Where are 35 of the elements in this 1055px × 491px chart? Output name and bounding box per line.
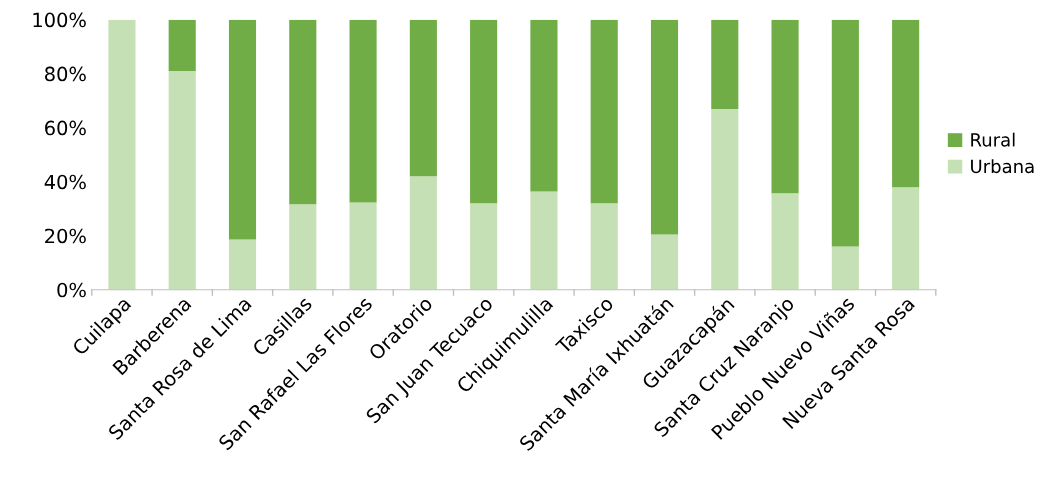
bar [228, 239, 257, 290]
bar [892, 19, 920, 188]
bar [711, 109, 739, 290]
legend-label: Rural [971, 132, 1015, 147]
y-tick-label: 0% [57, 282, 86, 298]
y-tick-label: 80% [45, 66, 86, 82]
bar [108, 19, 136, 290]
bar [409, 19, 437, 177]
bar [590, 203, 618, 290]
bar [650, 19, 679, 235]
y-tick-label: 60% [45, 120, 86, 136]
bar [168, 70, 196, 290]
legend-label: Urbana [971, 159, 1034, 174]
bar [650, 234, 679, 290]
y-tick-label: 100% [33, 12, 86, 28]
y-tick-label: 20% [45, 228, 86, 244]
bar [289, 204, 317, 290]
bar [470, 203, 498, 290]
bar [349, 202, 377, 290]
bar [409, 176, 437, 290]
bar [228, 19, 257, 240]
bar [711, 19, 739, 110]
bar [530, 19, 558, 192]
bar [831, 19, 859, 247]
bar [530, 191, 558, 290]
y-tick-label: 40% [44, 174, 86, 190]
bar [289, 19, 317, 205]
bar [771, 19, 799, 194]
bar [892, 187, 920, 290]
bar [470, 19, 498, 204]
bar [349, 19, 377, 203]
bar [168, 19, 196, 71]
bar [590, 19, 618, 204]
bar [831, 246, 859, 290]
bar [771, 193, 799, 290]
